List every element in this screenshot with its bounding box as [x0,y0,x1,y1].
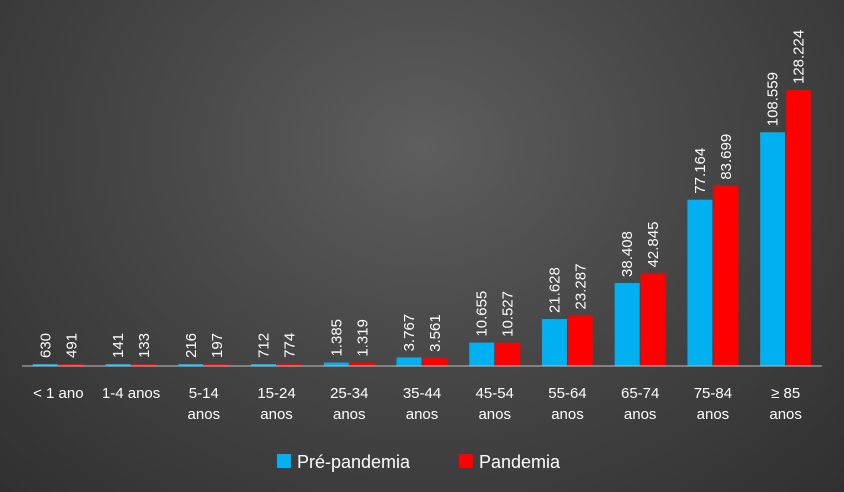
bar-pandemia-0 [58,364,84,366]
data-label-pre-pandemia-2: 216 [183,333,200,358]
category-label-2-line2: anos [188,406,221,423]
bar-pandemia-5 [422,357,448,366]
bar-pre-pandemia-10 [760,132,786,366]
bar-pre-pandemia-8 [614,282,640,366]
data-label-pandemia-8: 42.845 [645,222,662,268]
data-label-pre-pandemia-8: 38.408 [619,231,636,277]
data-label-pandemia-1: 133 [136,333,153,358]
category-label-9: 75-84 [694,385,732,402]
bar-pandemia-6 [495,342,521,366]
legend: Pré-pandemia Pandemia [277,452,561,472]
bar-pandemia-2 [204,364,230,366]
bar-pandemia-3 [277,363,303,366]
bar-pre-pandemia-9 [687,199,713,366]
bar-pandemia-10 [786,90,812,366]
category-label-10: ≥ 85 [771,385,800,402]
legend-label-pandemia: Pandemia [479,452,561,472]
bar-pandemia-1 [131,364,157,366]
bar-pre-pandemia-7 [541,319,567,366]
data-label-pre-pandemia-0: 630 [37,333,54,358]
bar-pre-pandemia-4 [323,362,349,366]
data-label-pre-pandemia-9: 77.164 [692,148,709,194]
data-labels-layer: 630 491 141 133 216 197 712 774 1.385 1.319 3.767 3… [37,30,807,358]
bar-pandemia-8 [640,273,666,366]
data-label-pandemia-5: 3.561 [427,314,444,352]
data-label-pandemia-9: 83.699 [718,134,735,180]
bar-pre-pandemia-3 [251,363,277,366]
category-label-8: 65-74 [621,385,659,402]
category-label-5-line2: anos [406,406,439,423]
category-label-4-line2: anos [333,406,366,423]
category-label-6: 45-54 [476,385,514,402]
data-label-pandemia-4: 1.319 [354,319,371,357]
bar-pandemia-9 [713,185,739,366]
data-label-pre-pandemia-7: 21.628 [546,267,563,313]
category-label-8-line2: anos [624,406,657,423]
data-label-pre-pandemia-3: 712 [256,333,273,358]
data-label-pandemia-2: 197 [209,333,226,358]
bar-pandemia-4 [349,362,375,366]
bar-pre-pandemia-6 [469,342,495,366]
legend-label-pre-pandemia: Pré-pandemia [297,452,411,472]
data-label-pandemia-10: 128.224 [791,30,808,84]
legend-swatch-pre-pandemia [277,454,291,468]
category-label-0: < 1 ano [33,385,83,402]
category-labels-layer: < 1 ano 1-4 anos 5-14 anos 15-24 anos 25-34 ano… [33,385,802,423]
category-label-7: 55-64 [548,385,586,402]
bar-pre-pandemia-0 [32,364,58,366]
data-label-pre-pandemia-5: 3.767 [401,314,418,352]
category-label-6-line2: anos [478,406,511,423]
data-label-pandemia-7: 23.287 [572,264,589,310]
data-label-pandemia-3: 774 [282,333,299,358]
category-label-10-line2: anos [769,406,802,423]
bar-pre-pandemia-2 [178,364,204,366]
bar-pre-pandemia-1 [105,364,131,366]
category-label-9-line2: anos [697,406,730,423]
data-label-pre-pandemia-1: 141 [110,333,127,358]
category-label-1: 1-4 anos [102,385,160,402]
data-label-pandemia-0: 491 [63,333,80,358]
category-label-5: 35-44 [403,385,441,402]
data-label-pre-pandemia-10: 108.559 [765,72,782,126]
category-label-2: 5-14 [189,385,219,402]
data-label-pre-pandemia-4: 1.385 [328,319,345,357]
bar-pandemia-7 [567,315,593,366]
bar-pre-pandemia-5 [396,357,422,366]
bars-layer [32,90,812,366]
data-label-pandemia-6: 10.527 [500,291,517,337]
data-label-pre-pandemia-6: 10.655 [474,291,491,337]
legend-swatch-pandemia [459,454,473,468]
category-label-7-line2: anos [551,406,584,423]
category-label-4: 25-34 [330,385,368,402]
category-label-3-line2: anos [260,406,293,423]
category-label-3: 15-24 [257,385,295,402]
